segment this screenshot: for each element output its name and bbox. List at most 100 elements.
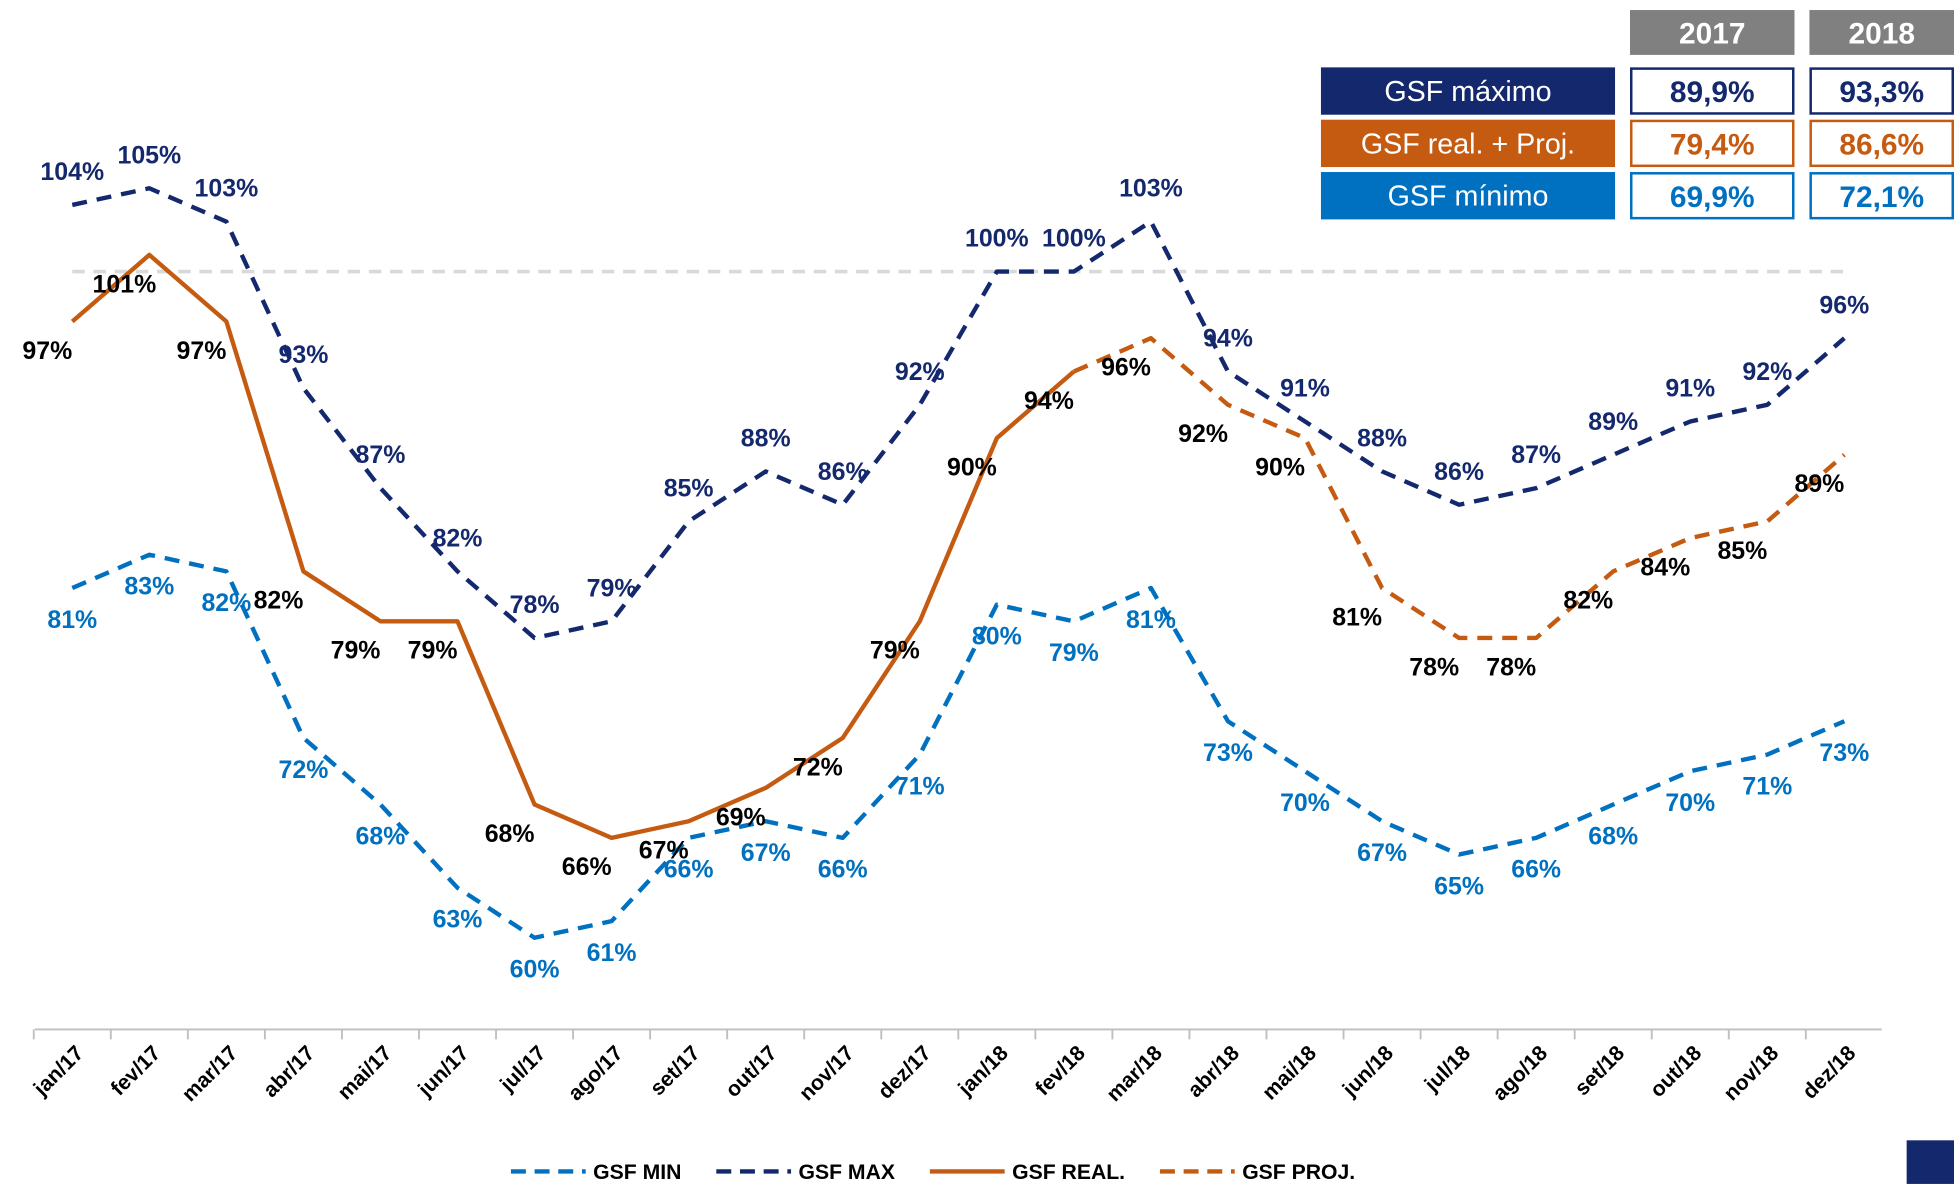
x-tick-label: ago/17: [564, 1042, 628, 1106]
series-line: [71, 186, 1846, 641]
data-label: 91%: [1280, 375, 1330, 403]
data-label: 85%: [664, 474, 714, 502]
data-label: 79%: [331, 637, 381, 665]
x-tick-label: abr/17: [259, 1042, 319, 1102]
x-tick-label: jul/17: [495, 1042, 550, 1097]
data-label: 88%: [1357, 425, 1407, 453]
data-label: 90%: [947, 454, 997, 482]
data-label: 101%: [93, 270, 157, 298]
data-label: 78%: [1486, 653, 1536, 681]
table-row-label-cell: [1320, 67, 1616, 115]
legend-label: GSF PROJ.: [1242, 1161, 1355, 1184]
data-label: 104%: [40, 158, 104, 186]
table-cell: [1809, 67, 1954, 115]
x-tick-label: fev/17: [107, 1042, 166, 1101]
data-label: 100%: [965, 225, 1029, 253]
data-label: 63%: [433, 906, 483, 934]
data-label: 79%: [1049, 639, 1099, 667]
data-label: 82%: [201, 589, 251, 617]
table-header: 2017: [1679, 18, 1746, 51]
x-tick-label: nov/18: [1720, 1041, 1784, 1105]
x-tick-label: jan/18: [953, 1041, 1013, 1101]
data-label: 103%: [195, 175, 259, 203]
table-header-cell: [1629, 10, 1795, 55]
data-label: 67%: [741, 839, 791, 867]
data-label: 97%: [22, 337, 72, 365]
x-tick-label: jul/18: [1420, 1041, 1475, 1096]
table-value: 69,9%: [1670, 181, 1755, 214]
table-cell: [1629, 172, 1795, 220]
data-label: 61%: [587, 939, 637, 967]
data-label: 73%: [1203, 739, 1253, 767]
data-label: 87%: [1511, 441, 1561, 469]
x-tick-label: set/17: [646, 1042, 705, 1101]
data-label: 82%: [254, 587, 304, 615]
data-label: 84%: [1640, 553, 1690, 581]
data-label: 92%: [1178, 420, 1228, 448]
data-label: 66%: [1511, 856, 1561, 884]
table-value: 72,1%: [1839, 181, 1924, 214]
data-label: 66%: [818, 856, 868, 884]
legend-label: GSF MAX: [799, 1161, 895, 1184]
data-label: 90%: [1255, 454, 1305, 482]
table-value: 93,3%: [1839, 76, 1924, 109]
table-row-label-cell: [1320, 119, 1616, 168]
legend-label: GSF MIN: [593, 1161, 681, 1184]
data-label: 96%: [1819, 291, 1869, 319]
data-label: 66%: [664, 856, 714, 884]
table-header: 2018: [1848, 18, 1915, 51]
corner-mark: [1906, 1140, 1954, 1184]
table-row-label: GSF máximo: [1384, 76, 1551, 108]
data-label: 78%: [510, 591, 560, 619]
data-label: 79%: [587, 574, 637, 602]
x-tick-label: ago/18: [1488, 1041, 1552, 1105]
data-label: 81%: [47, 606, 97, 634]
data-label: 105%: [117, 141, 181, 169]
data-label: 60%: [510, 956, 560, 984]
x-tick-label: mar/17: [178, 1042, 243, 1107]
series-line: [71, 552, 1846, 940]
table-cell: [1809, 172, 1954, 220]
data-label: 68%: [1588, 822, 1638, 850]
data-label: 86%: [1434, 458, 1484, 486]
data-label: 89%: [1794, 470, 1844, 498]
x-tick-label: out/18: [1646, 1041, 1707, 1102]
data-label: 103%: [1119, 175, 1183, 203]
data-label: 69%: [716, 803, 766, 831]
data-label: 66%: [562, 853, 612, 881]
data-label: 71%: [1742, 772, 1792, 800]
x-tick-label: jan/17: [29, 1042, 88, 1101]
data-label: 70%: [1665, 789, 1715, 817]
table-header-cell: [1809, 10, 1954, 55]
data-label: 97%: [177, 337, 227, 365]
x-tick-label: abr/18: [1184, 1041, 1245, 1102]
data-label: 68%: [356, 822, 406, 850]
x-tick-label: dez/17: [874, 1042, 936, 1104]
data-label: 89%: [1588, 408, 1638, 436]
table-row-label: GSF mínimo: [1388, 181, 1549, 213]
table-row-label: GSF real. + Proj.: [1361, 128, 1575, 160]
table-cell: [1629, 119, 1795, 168]
data-label: 86%: [818, 458, 868, 486]
data-label: 94%: [1024, 387, 1074, 415]
data-label: 83%: [124, 573, 174, 601]
data-label: 87%: [356, 441, 406, 469]
data-label: 96%: [1101, 354, 1151, 382]
table-cell: [1629, 67, 1795, 115]
x-tick-label: mai/18: [1258, 1041, 1321, 1104]
data-label: 68%: [485, 820, 535, 848]
data-label: 100%: [1042, 225, 1106, 253]
x-tick-label: set/18: [1570, 1041, 1629, 1100]
data-label: 82%: [1563, 587, 1613, 615]
x-tick-label: nov/17: [795, 1042, 859, 1106]
x-tick-label: mar/18: [1102, 1041, 1167, 1106]
data-label: 79%: [408, 637, 458, 665]
legend-label: GSF REAL.: [1012, 1161, 1125, 1184]
data-label: 91%: [1665, 375, 1715, 403]
data-label: 88%: [741, 425, 791, 453]
data-label: 78%: [1409, 653, 1459, 681]
table-row-label-cell: [1320, 172, 1616, 220]
data-label: 85%: [1717, 537, 1767, 565]
data-label: 92%: [1742, 358, 1792, 386]
data-label: 73%: [1819, 739, 1869, 767]
